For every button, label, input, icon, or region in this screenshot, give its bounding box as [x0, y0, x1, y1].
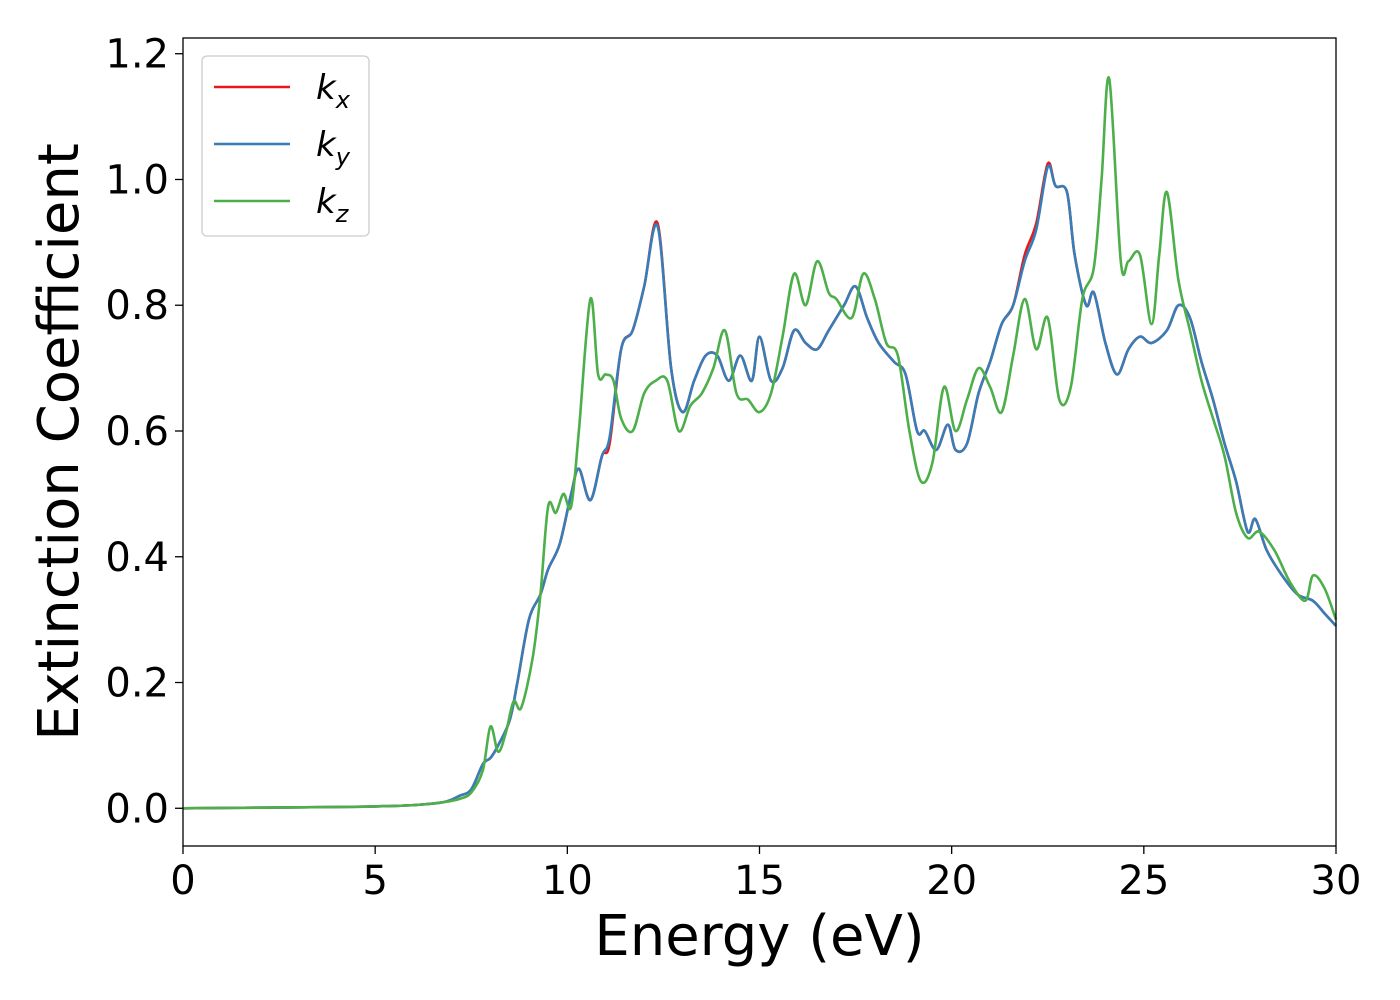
legend-label-kz: kz [316, 182, 350, 228]
x-tick-label: 25 [1118, 858, 1169, 904]
x-tick-label: 10 [542, 858, 593, 904]
legend-label-subscript: y [335, 143, 351, 171]
y-tick-label: 0.4 [105, 535, 169, 581]
x-tick-label: 20 [926, 858, 977, 904]
x-axis-ticks: 0 5 10 15 20 25 30 [170, 846, 1361, 904]
legend-label-base: k [316, 182, 337, 222]
x-tick-label: 15 [734, 858, 785, 904]
legend-label-kx: kx [316, 68, 351, 114]
series-line-kz [182, 76, 1338, 810]
legend-label-base: k [316, 68, 337, 108]
x-tick-label: 30 [1311, 858, 1362, 904]
y-tick-label: 0.6 [105, 409, 169, 455]
legend-label-ky: ky [316, 125, 351, 171]
y-tick-label: 0.2 [105, 661, 169, 707]
y-axis-title: Extinction Coefficient [27, 143, 92, 741]
legend-label-subscript: z [335, 200, 350, 228]
y-tick-label: 0.0 [105, 786, 169, 832]
legend-box [201, 55, 370, 237]
x-axis-title: Energy (eV) [594, 904, 924, 969]
legend-label-base: k [316, 125, 337, 165]
y-tick-label: 1.2 [105, 32, 169, 78]
series-layer [182, 76, 1338, 810]
legend-label-subscript: x [335, 86, 351, 114]
y-axis-ticks: 0.0 0.2 0.4 0.6 0.8 1.0 1.2 [105, 32, 183, 832]
y-tick-label: 0.8 [105, 283, 169, 329]
x-tick-label: 0 [170, 858, 195, 904]
x-tick-label: 5 [362, 858, 387, 904]
y-tick-label: 1.0 [105, 157, 169, 203]
